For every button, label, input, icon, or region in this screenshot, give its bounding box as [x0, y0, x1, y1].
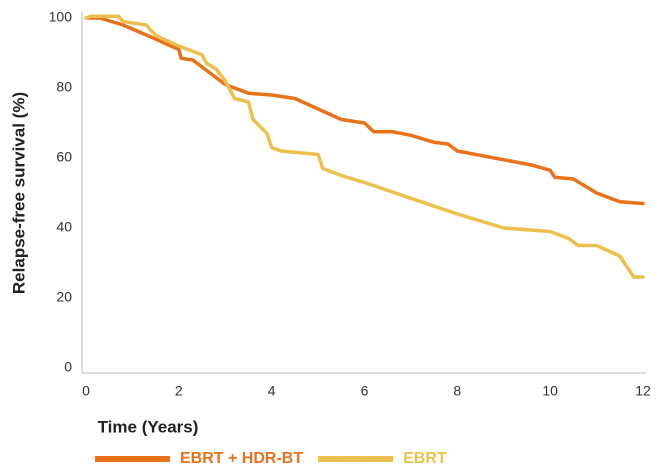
- x-tick-label: 12: [635, 383, 651, 399]
- x-tick-label: 10: [542, 383, 558, 399]
- x-tick-label: 6: [361, 383, 369, 399]
- y-axis-title: Relapse-free survival (%): [9, 92, 28, 294]
- legend-label: EBRT + HDR-BT: [180, 450, 303, 467]
- y-tick-label: 40: [56, 219, 72, 235]
- x-axis-title: Time (Years): [98, 417, 199, 436]
- y-tick-label: 60: [56, 149, 72, 165]
- x-tick-label: 8: [453, 383, 461, 399]
- y-tick-label: 0: [64, 359, 72, 375]
- data-line: [84, 14, 645, 279]
- y-tick-label: 20: [56, 289, 72, 305]
- x-tick-label: 4: [268, 383, 276, 399]
- y-tick-label: 80: [56, 79, 72, 95]
- data-line: [84, 16, 645, 206]
- y-tick-label: 100: [49, 9, 73, 25]
- x-tick-label: 2: [175, 383, 183, 399]
- x-tick-label: 0: [82, 383, 90, 399]
- legend-label: EBRT: [403, 450, 447, 467]
